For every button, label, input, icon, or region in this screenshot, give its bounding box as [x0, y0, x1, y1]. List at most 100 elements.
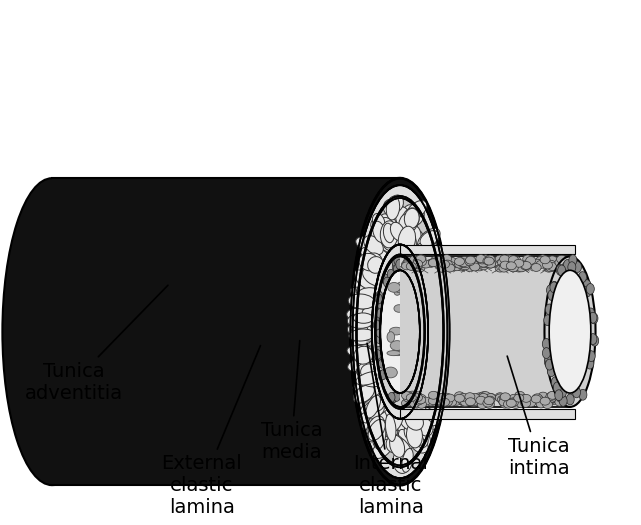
Ellipse shape [406, 271, 413, 281]
Ellipse shape [426, 284, 445, 298]
Ellipse shape [465, 393, 475, 401]
Ellipse shape [356, 237, 381, 254]
Ellipse shape [445, 397, 455, 405]
Ellipse shape [508, 256, 519, 264]
Ellipse shape [526, 256, 536, 265]
Ellipse shape [368, 257, 384, 274]
Ellipse shape [509, 394, 519, 402]
Ellipse shape [480, 259, 490, 267]
Ellipse shape [574, 261, 581, 272]
Ellipse shape [578, 271, 587, 282]
Ellipse shape [433, 257, 444, 265]
Ellipse shape [367, 410, 383, 425]
Ellipse shape [395, 423, 410, 448]
Ellipse shape [354, 346, 378, 360]
Ellipse shape [390, 195, 403, 212]
Ellipse shape [521, 394, 531, 402]
Ellipse shape [421, 260, 431, 268]
Ellipse shape [447, 398, 456, 406]
Ellipse shape [3, 178, 102, 485]
Ellipse shape [394, 431, 406, 447]
Ellipse shape [384, 228, 399, 248]
Ellipse shape [428, 391, 438, 399]
Ellipse shape [433, 256, 442, 264]
Ellipse shape [365, 390, 384, 404]
Ellipse shape [500, 258, 510, 266]
Ellipse shape [375, 235, 390, 252]
Ellipse shape [367, 427, 381, 442]
Ellipse shape [416, 255, 426, 262]
Ellipse shape [384, 367, 397, 378]
Ellipse shape [511, 401, 520, 408]
Ellipse shape [442, 398, 453, 406]
Ellipse shape [569, 261, 578, 272]
Ellipse shape [415, 249, 435, 265]
Ellipse shape [549, 257, 558, 265]
Ellipse shape [397, 438, 413, 460]
Ellipse shape [445, 257, 455, 265]
Ellipse shape [404, 395, 411, 405]
Ellipse shape [426, 393, 443, 411]
Ellipse shape [390, 209, 404, 228]
Ellipse shape [479, 262, 488, 270]
Ellipse shape [357, 355, 380, 373]
Ellipse shape [542, 261, 553, 269]
Ellipse shape [481, 255, 491, 262]
Ellipse shape [533, 395, 543, 403]
Ellipse shape [412, 232, 423, 254]
Ellipse shape [375, 255, 425, 409]
Ellipse shape [465, 398, 476, 406]
Ellipse shape [422, 319, 445, 331]
Ellipse shape [383, 415, 402, 437]
Ellipse shape [465, 258, 475, 266]
Ellipse shape [393, 450, 410, 474]
Ellipse shape [469, 399, 479, 407]
Ellipse shape [499, 255, 510, 263]
Ellipse shape [520, 400, 531, 407]
Ellipse shape [409, 414, 423, 428]
Ellipse shape [415, 378, 432, 394]
Ellipse shape [558, 265, 565, 276]
Ellipse shape [402, 448, 413, 472]
Polygon shape [400, 256, 570, 407]
Ellipse shape [424, 390, 449, 406]
Ellipse shape [360, 411, 376, 423]
Ellipse shape [370, 396, 391, 416]
Ellipse shape [579, 390, 587, 400]
Ellipse shape [353, 185, 447, 478]
Ellipse shape [356, 372, 382, 385]
Ellipse shape [478, 401, 487, 408]
Ellipse shape [551, 377, 560, 387]
Ellipse shape [483, 399, 493, 407]
Ellipse shape [420, 279, 437, 296]
Ellipse shape [557, 396, 567, 404]
Ellipse shape [404, 412, 421, 433]
Ellipse shape [433, 260, 444, 268]
Ellipse shape [431, 356, 447, 371]
Ellipse shape [506, 399, 516, 407]
Ellipse shape [555, 390, 563, 401]
Ellipse shape [405, 412, 424, 430]
Ellipse shape [365, 253, 382, 269]
Ellipse shape [523, 399, 533, 407]
Ellipse shape [460, 262, 470, 270]
Ellipse shape [545, 359, 553, 370]
Ellipse shape [371, 229, 388, 244]
Ellipse shape [555, 398, 565, 406]
Ellipse shape [410, 256, 419, 264]
Ellipse shape [439, 395, 449, 403]
Ellipse shape [481, 255, 490, 263]
Ellipse shape [374, 425, 386, 449]
Ellipse shape [470, 263, 480, 271]
Ellipse shape [481, 392, 490, 400]
Ellipse shape [424, 400, 442, 417]
Ellipse shape [442, 393, 452, 401]
Ellipse shape [392, 257, 399, 267]
Ellipse shape [362, 307, 379, 318]
Ellipse shape [451, 397, 462, 405]
Ellipse shape [380, 221, 398, 248]
Ellipse shape [433, 342, 451, 355]
Ellipse shape [572, 387, 581, 398]
Ellipse shape [420, 230, 439, 246]
Ellipse shape [397, 282, 406, 291]
